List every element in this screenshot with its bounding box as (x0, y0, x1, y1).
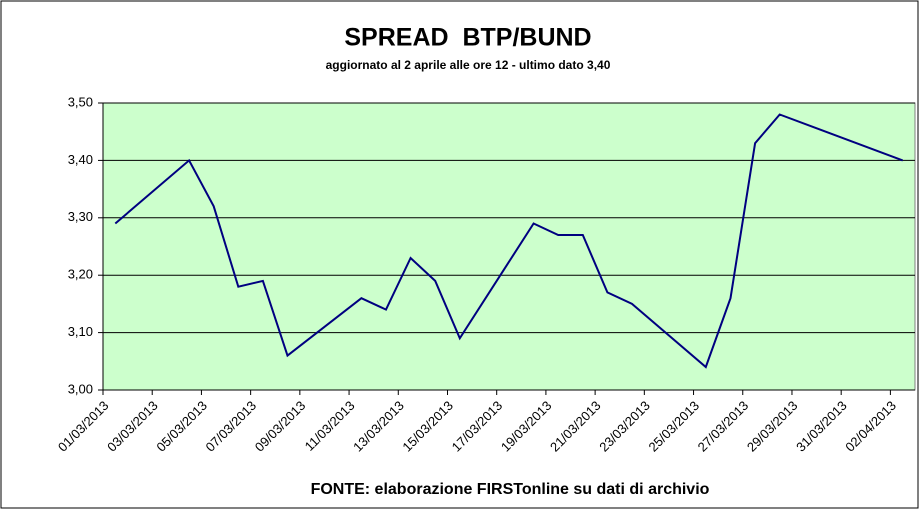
plot-area (102, 102, 916, 391)
y-tick-label: 3,30 (68, 209, 93, 224)
chart-subtitle: aggiornato al 2 aprile alle ore 12 - ult… (326, 58, 611, 72)
y-tick-label: 3,40 (68, 152, 93, 167)
y-tick-label: 3,10 (68, 324, 93, 339)
y-tick-label: 3,00 (68, 381, 93, 396)
data-line (114, 113, 904, 369)
source-note: FONTE: elaborazione FIRSTonline su dati … (311, 481, 710, 498)
y-tick-label: 3,20 (68, 267, 93, 282)
y-tick-label: 3,50 (68, 94, 93, 109)
chart-title: SPREAD BTP/BUND (344, 24, 591, 52)
